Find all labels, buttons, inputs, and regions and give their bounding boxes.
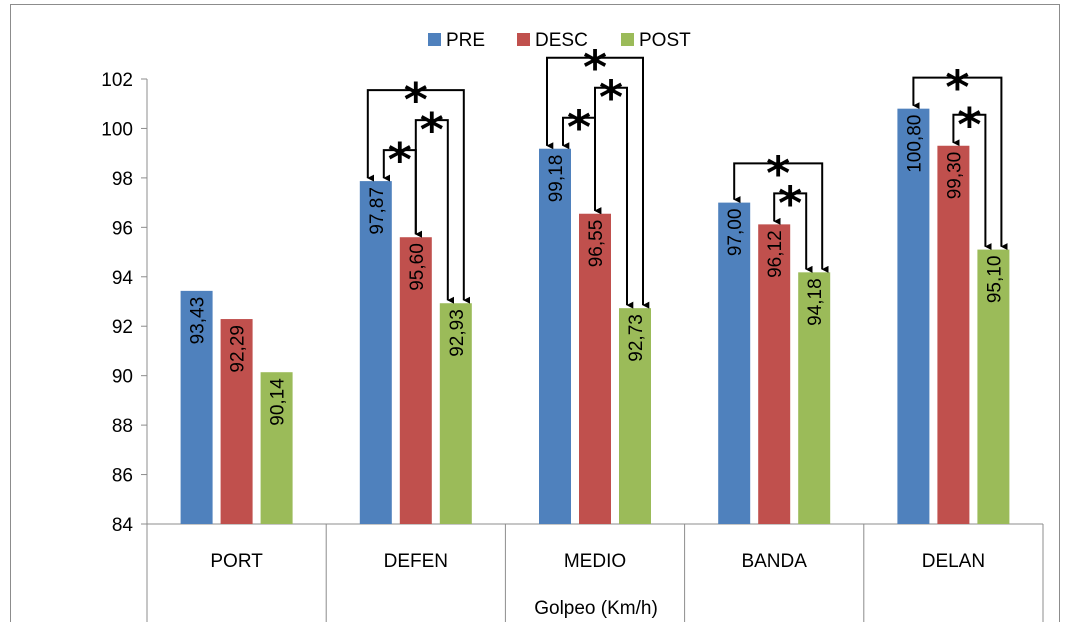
data-label: 95,10 — [984, 256, 1005, 304]
significance-brackets: ********** — [366, 41, 1008, 309]
y-tick-label: 94 — [112, 268, 134, 289]
data-label: 92,93 — [447, 309, 468, 357]
significance-star: * — [388, 133, 412, 187]
significance-star: * — [567, 101, 591, 155]
data-label: 92,29 — [228, 325, 249, 373]
bar-port-desc — [220, 319, 253, 524]
significance-star: * — [404, 73, 428, 127]
bar-defen-post — [439, 303, 472, 524]
legend-swatch-desc — [517, 33, 530, 46]
significance-bracket: * — [733, 146, 829, 273]
bar-banda-desc — [758, 224, 791, 524]
x-tick-label-defen: DEFEN — [384, 551, 448, 572]
bar-delan-post — [977, 249, 1010, 525]
y-tick-label: 86 — [112, 466, 133, 487]
data-label: 94,18 — [805, 278, 826, 326]
x-axis-title: Golpeo (Km/h) — [534, 598, 658, 619]
bracket-line — [912, 76, 1008, 251]
data-label: 90,14 — [268, 378, 289, 426]
y-tick-label: 98 — [112, 169, 133, 190]
legend-swatch-post — [621, 33, 634, 46]
data-label: 97,00 — [725, 209, 746, 257]
data-label: 93,43 — [188, 297, 209, 345]
bar-delan-desc — [937, 145, 970, 524]
significance-star: * — [945, 61, 969, 115]
significance-bracket: * — [366, 73, 471, 304]
significance-star: * — [420, 103, 444, 157]
data-label: 92,73 — [626, 314, 647, 362]
bar-port-pre — [180, 290, 213, 524]
bracket-line — [733, 162, 829, 273]
x-tick-label-banda: BANDA — [741, 551, 807, 572]
bracket-line — [546, 56, 650, 309]
significance-star: * — [766, 146, 790, 200]
significance-bracket: * — [912, 61, 1008, 251]
data-label: 96,55 — [586, 220, 607, 268]
y-tick-label: 88 — [112, 416, 133, 437]
bracket-line — [366, 89, 471, 304]
y-tick-label: 92 — [112, 317, 133, 338]
legend: PRE DESC POST — [428, 30, 691, 51]
y-tick-label: 100 — [101, 119, 133, 140]
x-tick-label-port: PORT — [210, 551, 263, 572]
legend-label-desc: DESC — [535, 30, 588, 51]
data-label: 97,87 — [367, 187, 388, 235]
legend-label-pre: PRE — [446, 30, 485, 51]
data-label: 95,60 — [407, 243, 428, 291]
significance-star: * — [599, 71, 623, 125]
y-tick-label: 96 — [112, 218, 133, 239]
y-axis: 84 86 88 90 92 94 96 98 100 102 — [101, 70, 148, 622]
data-label: 99,18 — [546, 155, 567, 203]
legend-label-post: POST — [639, 30, 691, 51]
y-tick-label: 102 — [101, 70, 133, 91]
data-label: 100,80 — [904, 115, 925, 173]
x-axis: PORT DEFEN MEDIO BANDA DELAN — [146, 523, 1044, 622]
significance-bracket: * — [546, 41, 650, 309]
data-label: 96,12 — [765, 230, 786, 278]
significance-star: * — [583, 41, 607, 95]
bar-medio-post — [619, 308, 651, 524]
data-label: 99,30 — [944, 152, 965, 200]
bar-medio-pre — [539, 148, 571, 524]
bar-banda-post — [798, 272, 831, 524]
bar-port-post — [260, 372, 293, 524]
legend-swatch-pre — [428, 33, 441, 46]
y-tick-label: 84 — [112, 515, 134, 536]
x-tick-label-medio: MEDIO — [564, 551, 626, 572]
y-tick-label: 90 — [112, 367, 133, 388]
x-tick-label-delan: DELAN — [922, 551, 985, 572]
